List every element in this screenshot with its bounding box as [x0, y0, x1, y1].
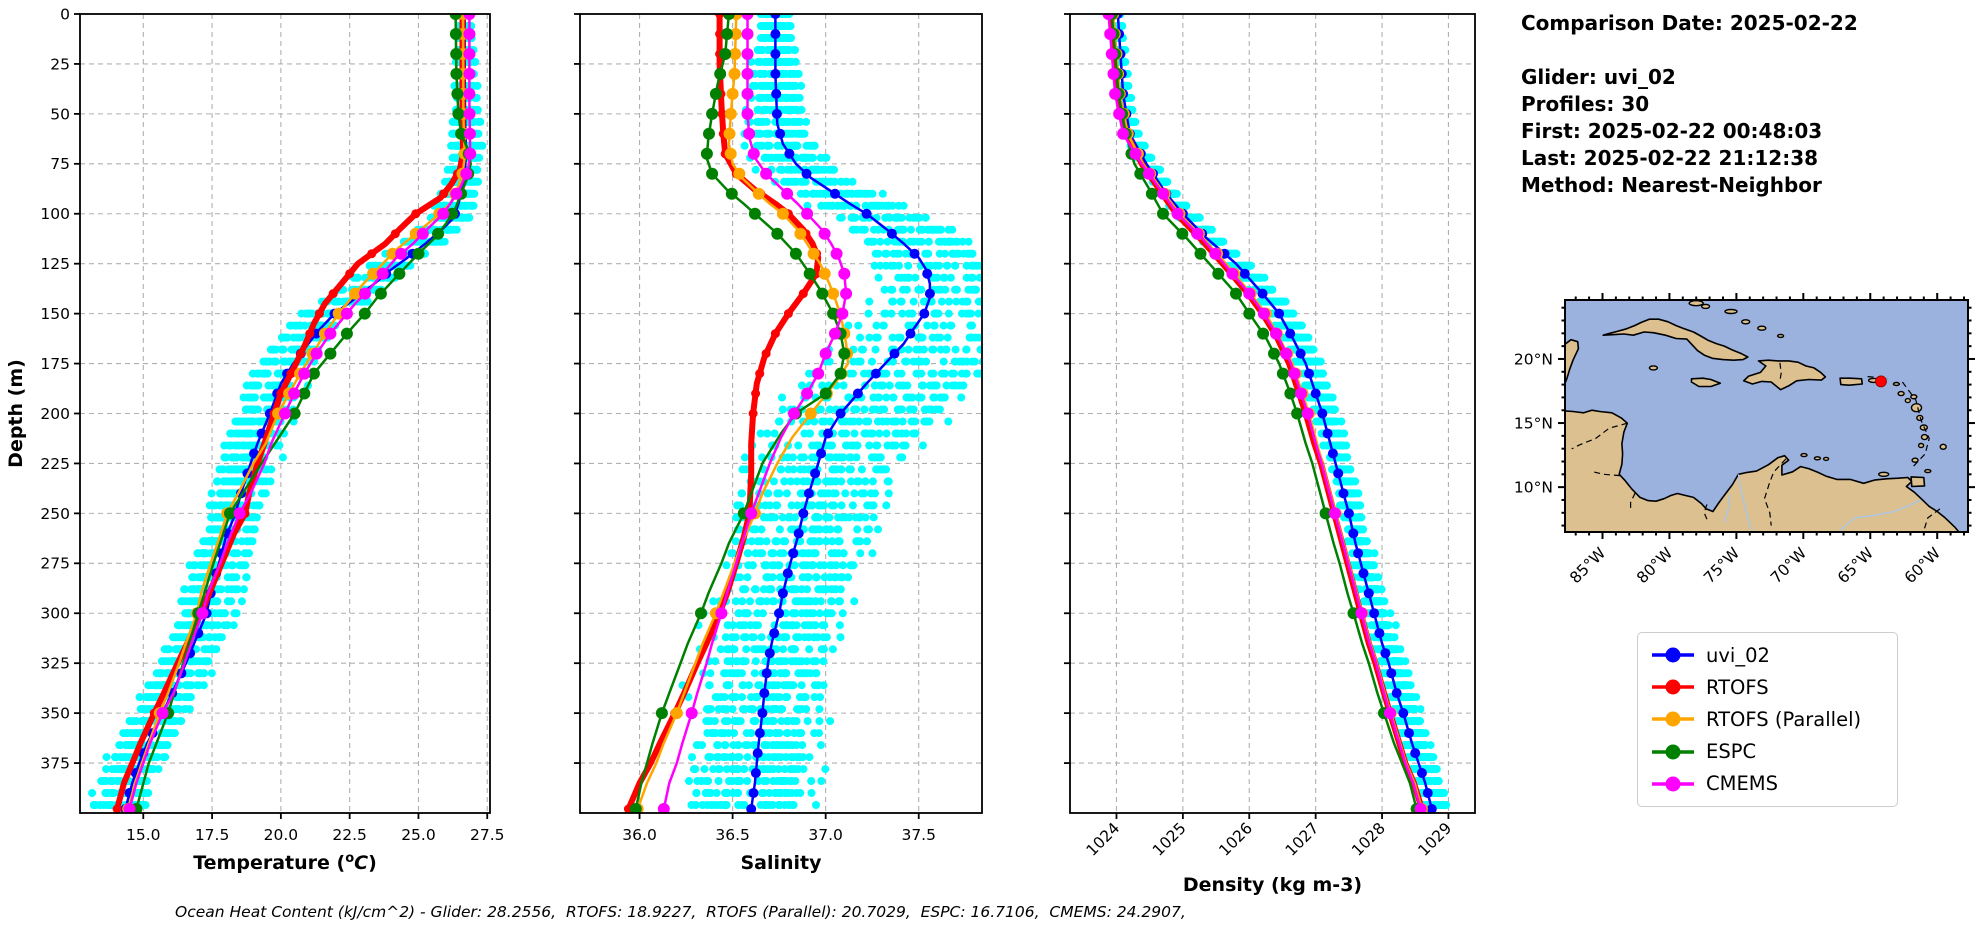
axes	[74, 13, 491, 819]
legend-item-uvi02: uvi_02	[1650, 640, 1897, 670]
svg-text:15.0: 15.0	[126, 826, 161, 844]
rivers	[1723, 474, 1922, 532]
svg-text:20.0: 20.0	[264, 826, 299, 844]
tick-labels: 15.0 17.5 20.0 22.5 25.0 27.5 0 25 50 75 100 125 150…	[40, 5, 504, 844]
legend-label: ESPC	[1706, 740, 1757, 764]
series-CMEMS	[1102, 14, 1427, 813]
svg-text:22.5: 22.5	[332, 826, 367, 844]
series-CMEMS	[123, 14, 477, 813]
svg-text:225: 225	[40, 455, 70, 473]
tick-labels: 36.0 36.5 37.0 37.5	[622, 826, 936, 844]
comparison-date: Comparison Date: 2025-02-22	[1521, 11, 1858, 35]
last-profile-time: Last: 2025-02-22 21:12:38	[1521, 146, 1819, 170]
y-axis-label: Depth (m)	[5, 359, 27, 468]
series-ESPC	[1105, 14, 1423, 813]
svg-text:37.0: 37.0	[808, 826, 843, 844]
legend-item-rtofs: RTOFS	[1650, 672, 1897, 702]
legend-marker-icon	[1652, 679, 1694, 695]
temperature-profile-chart: 15.0 17.5 20.0 22.5 25.0 27.5 0 25 50 75 100 125 150…	[5, 5, 505, 874]
svg-text:300: 300	[40, 605, 70, 623]
svg-text:37.5: 37.5	[901, 826, 936, 844]
legend-label: RTOFS	[1706, 675, 1769, 699]
svg-text:200: 200	[40, 405, 70, 423]
info-spacer	[1521, 37, 1961, 64]
comparison-info-panel: Comparison Date: 2025-02-22 Glider: uvi_…	[1521, 10, 1961, 199]
profiles-count: Profiles: 30	[1521, 92, 1650, 116]
series-legend: uvi_02 RTOFS RTOFS (Parallel) ESPC CMEMS	[1637, 632, 1898, 807]
svg-text:150: 150	[40, 305, 70, 323]
tick-labels: 1024 1025 1026 1027 1028 1029	[1083, 819, 1456, 860]
svg-text:275: 275	[40, 555, 70, 573]
ohc-caption: Ocean Heat Content (kJ/cm^2) - Glider: 2…	[175, 903, 1186, 921]
legend-item-cmems: CMEMS	[1650, 769, 1897, 799]
glider-location-marker	[1875, 375, 1887, 388]
series-RTOFS (Parallel)	[1107, 14, 1428, 813]
svg-text:175: 175	[40, 355, 70, 373]
glider-name: Glider: uvi_02	[1521, 65, 1676, 89]
x-axis-label: Density (kg m-3)	[1183, 874, 1362, 896]
map-frame	[1558, 293, 1975, 539]
series-CMEMS	[657, 14, 853, 813]
svg-text:75: 75	[50, 155, 70, 173]
svg-text:100: 100	[40, 205, 70, 223]
svg-text:17.5: 17.5	[195, 826, 230, 844]
x-axis-label: Salinity	[740, 852, 822, 874]
axes	[1064, 13, 1476, 819]
svg-text:325: 325	[40, 655, 70, 673]
svg-text:25.0: 25.0	[401, 826, 436, 844]
legend-marker-icon	[1652, 647, 1694, 663]
legend-item-espc: ESPC	[1650, 737, 1897, 767]
axes	[574, 13, 983, 819]
first-profile-time: First: 2025-02-22 00:48:03	[1521, 119, 1823, 143]
series-uvi_02	[1112, 14, 1437, 813]
svg-text:36.0: 36.0	[622, 826, 657, 844]
density-profile-chart: 1024 1025 1026 1027 1028 1029 Density (kg m-3)	[1064, 13, 1476, 896]
legend-marker-icon	[1652, 711, 1694, 727]
series-uvi_02	[746, 14, 935, 813]
legend-marker-icon	[1652, 776, 1694, 792]
legend-label: CMEMS	[1706, 772, 1778, 796]
svg-text:0: 0	[60, 5, 70, 23]
svg-text:375: 375	[40, 754, 70, 772]
svg-text:250: 250	[40, 505, 70, 523]
svg-text:27.5: 27.5	[470, 826, 505, 844]
caribbean-locator-map: 85°W 80°W 75°W 70°W 65°W 60°W20°N15°N10°N	[1514, 293, 1975, 587]
salinity-profile-chart: 36.0 36.5 37.0 37.5 Salinity	[574, 13, 983, 874]
svg-text:50: 50	[50, 105, 70, 123]
legend-label: uvi_02	[1706, 643, 1770, 667]
svg-text:350: 350	[40, 705, 70, 723]
svg-text:36.5: 36.5	[715, 826, 750, 844]
svg-text:125: 125	[40, 255, 70, 273]
legend-label: RTOFS (Parallel)	[1706, 707, 1862, 731]
legend-item-rtofs-parallel: RTOFS (Parallel)	[1650, 704, 1897, 734]
legend-marker-icon	[1652, 744, 1694, 760]
method-label: Method: Nearest-Neighbor	[1521, 173, 1822, 197]
x-axis-label: Temperature (oC)	[193, 851, 377, 874]
svg-text:25: 25	[50, 55, 70, 73]
